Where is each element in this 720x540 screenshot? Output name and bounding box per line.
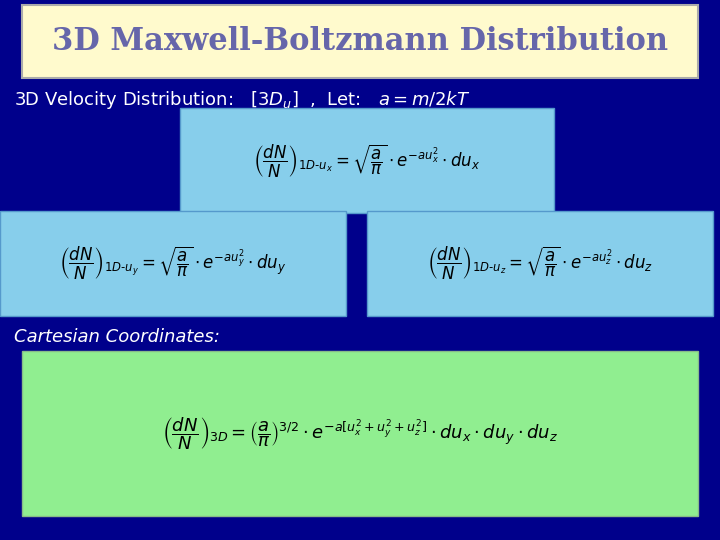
Text: $\left(\dfrac{dN}{N}\right)_{3D} = \left(\dfrac{a}{\pi}\right)^{3/2} \cdot e^{-a: $\left(\dfrac{dN}{N}\right)_{3D} = \left… <box>162 415 558 452</box>
FancyBboxPatch shape <box>22 5 698 78</box>
FancyBboxPatch shape <box>180 108 554 213</box>
FancyBboxPatch shape <box>0 211 346 316</box>
Text: Cartesian Coordinates:: Cartesian Coordinates: <box>14 328 220 347</box>
FancyBboxPatch shape <box>22 351 698 516</box>
Text: $\left(\dfrac{dN}{N}\right)_{1D\text{-}u_z} = \sqrt{\dfrac{a}{\pi}} \cdot e^{-au: $\left(\dfrac{dN}{N}\right)_{1D\text{-}u… <box>427 245 653 281</box>
Text: 3D Maxwell-Boltzmann Distribution: 3D Maxwell-Boltzmann Distribution <box>52 26 668 57</box>
Text: $\left(\dfrac{dN}{N}\right)_{1D\text{-}u_y} = \sqrt{\dfrac{a}{\pi}} \cdot e^{-au: $\left(\dfrac{dN}{N}\right)_{1D\text{-}u… <box>59 245 287 281</box>
Text: $\left(\dfrac{dN}{N}\right)_{1D\text{-}u_x} = \sqrt{\dfrac{a}{\pi}} \cdot e^{-au: $\left(\dfrac{dN}{N}\right)_{1D\text{-}u… <box>253 142 481 179</box>
FancyBboxPatch shape <box>367 211 713 316</box>
Text: 3D Velocity Distribution:   $[ 3D_{u} ]$  ,  Let:   $a = m/2kT$: 3D Velocity Distribution: $[ 3D_{u} ]$ ,… <box>14 89 471 111</box>
